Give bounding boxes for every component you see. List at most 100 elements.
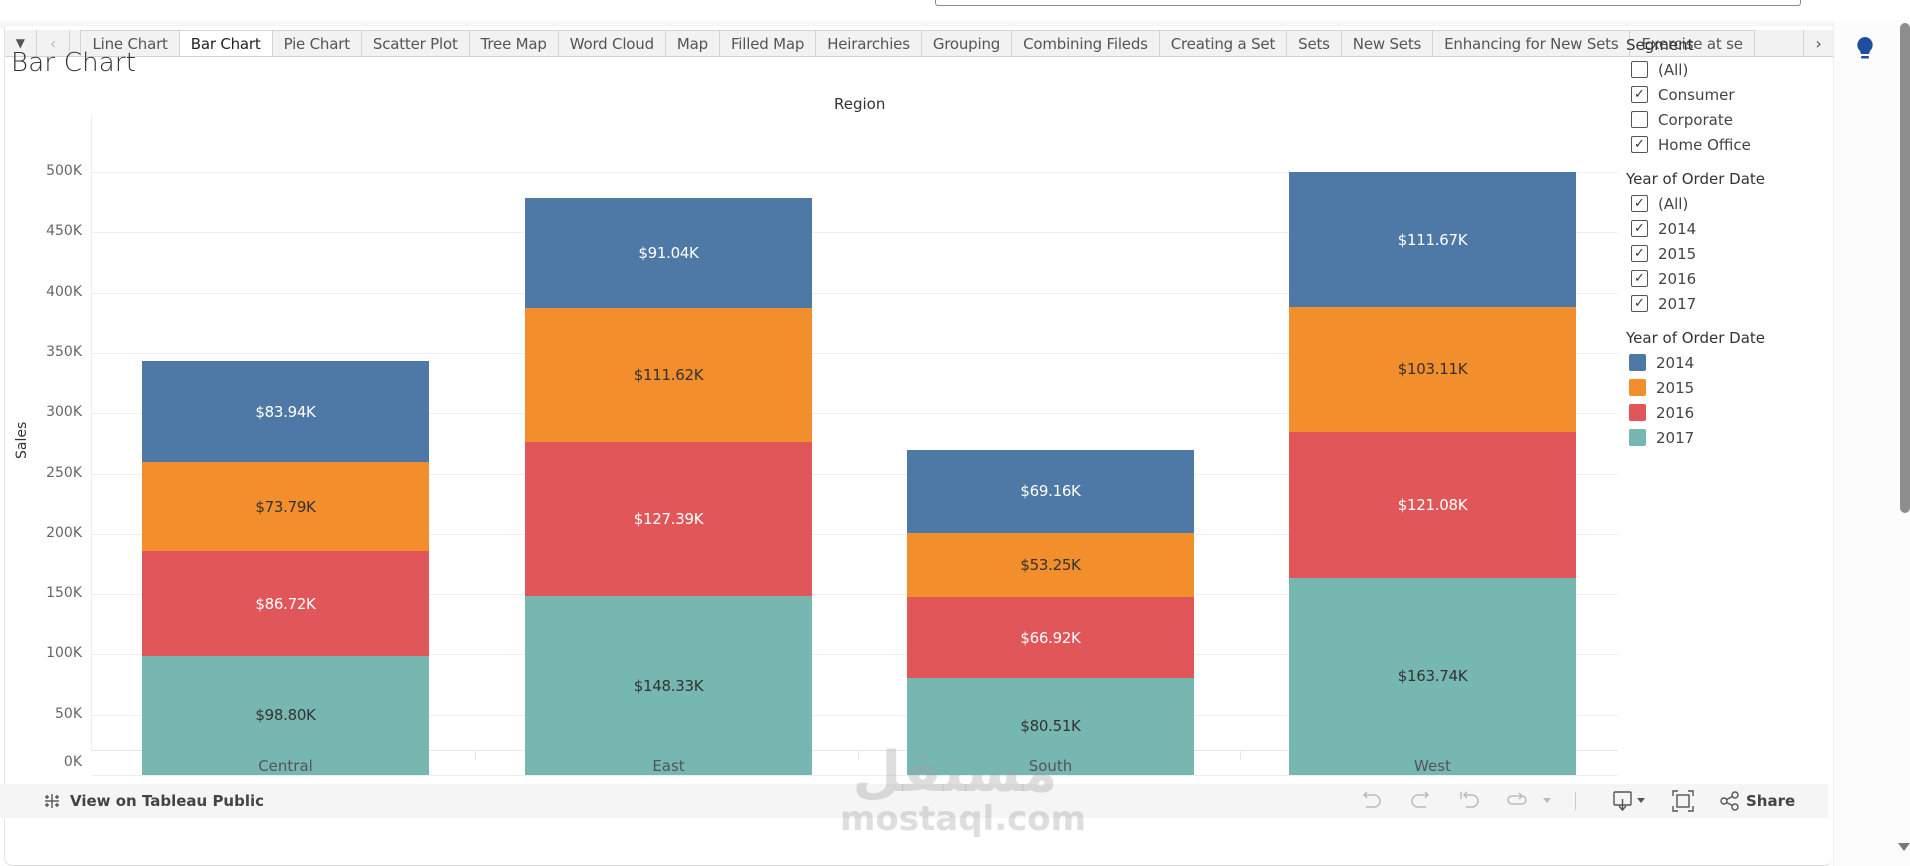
tab-creating-a-set[interactable]: Creating a Set xyxy=(1159,30,1288,56)
segment-filter-option[interactable]: ✓ Consumer xyxy=(1626,82,1826,107)
tab-scroll-prev-button[interactable]: ‹ xyxy=(37,30,71,56)
checkbox-checked-icon[interactable]: ✓ xyxy=(1631,295,1648,312)
checkbox-unchecked-icon[interactable] xyxy=(1631,111,1648,128)
tab-pie-chart[interactable]: Pie Chart xyxy=(272,30,362,56)
bar-segment-2015[interactable]: $53.25K xyxy=(907,532,1194,598)
tab-bar-chart[interactable]: Bar Chart xyxy=(179,30,273,56)
tab-scroll-next-button[interactable]: › xyxy=(1803,30,1833,56)
bar-segment-2015[interactable]: $103.11K xyxy=(1289,307,1576,432)
tab-tree-map[interactable]: Tree Map xyxy=(469,30,559,56)
year-filter-option[interactable]: ✓ 2015 xyxy=(1626,241,1826,266)
segment-filter: Segment (All) ✓ Consumer Corporate ✓ Home Off… xyxy=(1626,36,1826,157)
bar-segment-value-label: $163.74K xyxy=(1397,667,1468,686)
share-label: Share xyxy=(1746,792,1796,810)
top-search-input[interactable] xyxy=(935,0,1801,6)
year-filter-option-label: 2014 xyxy=(1658,219,1697,238)
legend-item[interactable]: 2014 xyxy=(1626,350,1826,375)
year-filter-option[interactable]: ✓ 2016 xyxy=(1626,266,1826,291)
redo-button[interactable] xyxy=(1410,789,1432,813)
bar-segment-2014[interactable]: $91.04K xyxy=(525,198,812,308)
segment-filter-option[interactable]: (All) xyxy=(1626,57,1826,82)
refresh-button[interactable] xyxy=(1505,789,1529,813)
share-button[interactable]: Share xyxy=(1720,789,1795,813)
y-tick-label: 350K xyxy=(46,343,82,360)
tab-word-cloud[interactable]: Word Cloud xyxy=(558,30,666,56)
checkbox-checked-icon[interactable]: ✓ xyxy=(1631,220,1648,237)
bar-segment-2017[interactable]: $163.74K xyxy=(1289,577,1576,775)
tab-grouping[interactable]: Grouping xyxy=(921,30,1013,56)
toolbar-separator xyxy=(1575,792,1576,810)
segment-filter-option-label: Home Office xyxy=(1658,135,1751,154)
year-filter-option[interactable]: ✓ (All) xyxy=(1626,191,1826,216)
bar-segment-value-label: $111.62K xyxy=(633,366,704,385)
tab-heirarchies[interactable]: Heirarchies xyxy=(816,30,922,56)
gridline xyxy=(92,654,1618,656)
bar-segment-2015[interactable]: $111.62K xyxy=(525,307,812,443)
legend-item[interactable]: 2015 xyxy=(1626,375,1826,400)
bar-segment-2014[interactable]: $111.67K xyxy=(1289,172,1576,308)
segment-filter-option[interactable]: Corporate xyxy=(1626,107,1826,132)
caret-down-icon: ▼ xyxy=(15,36,25,50)
filter-legend-panel: Segment (All) ✓ Consumer Corporate ✓ Home Off… xyxy=(1626,36,1826,463)
tab-map[interactable]: Map xyxy=(665,30,720,56)
x-tick-label-central: Central xyxy=(258,757,313,775)
tab-menu-dropdown[interactable]: ▼ xyxy=(5,30,37,56)
tab-combining-fileds[interactable]: Combining Fileds xyxy=(1012,30,1160,56)
bar-segment-2017[interactable]: $80.51K xyxy=(907,677,1194,775)
y-tick-label: 300K xyxy=(46,404,82,421)
year-filter-option[interactable]: ✓ 2014 xyxy=(1626,216,1826,241)
year-filter-option-label: 2017 xyxy=(1658,294,1697,313)
bar-segment-value-label: $86.72K xyxy=(255,594,316,613)
y-tick-label: 250K xyxy=(46,464,82,481)
checkbox-unchecked-icon[interactable] xyxy=(1631,61,1648,78)
insights-button[interactable] xyxy=(1855,36,1875,67)
sheet-tab-bar: ▼ ‹ Line Chart Bar Chart Pie Chart Scatter … xyxy=(5,30,1833,57)
revert-icon xyxy=(1460,791,1479,808)
gridline xyxy=(92,533,1618,535)
view-on-tableau-public-label: View on Tableau Public xyxy=(70,792,265,810)
tab-line-chart[interactable]: Line Chart xyxy=(80,30,180,56)
bar-segment-2017[interactable]: $148.33K xyxy=(525,596,812,775)
bar-segment-2016[interactable]: $127.39K xyxy=(525,442,812,597)
y-tick-label: 400K xyxy=(46,283,82,300)
tab-sets[interactable]: Sets xyxy=(1287,30,1342,56)
bar-segment-2016[interactable]: $86.72K xyxy=(142,551,429,656)
checkbox-checked-icon[interactable]: ✓ xyxy=(1631,86,1648,103)
bar-segment-2016[interactable]: $66.92K xyxy=(907,597,1194,678)
legend-item[interactable]: 2016 xyxy=(1626,400,1826,425)
bar-segment-2014[interactable]: $83.94K xyxy=(142,361,429,463)
checkbox-checked-icon[interactable]: ✓ xyxy=(1631,270,1648,287)
gridline xyxy=(92,413,1618,415)
tab-filled-map[interactable]: Filled Map xyxy=(719,30,817,56)
view-on-tableau-public-link[interactable]: View on Tableau Public xyxy=(42,791,264,811)
bar-segment-2016[interactable]: $121.08K xyxy=(1289,431,1576,578)
bar-segment-2014[interactable]: $69.16K xyxy=(907,449,1194,533)
revert-button[interactable] xyxy=(1458,789,1480,813)
tab-exercise-at-se[interactable]: Exercise at se xyxy=(1630,30,1755,56)
year-filter-option[interactable]: ✓ 2017 xyxy=(1626,291,1826,316)
x-axis-divider xyxy=(858,750,859,760)
tab-new-sets[interactable]: New Sets xyxy=(1341,30,1434,56)
vertical-scrollbar-thumb[interactable] xyxy=(1900,23,1910,513)
checkbox-checked-icon[interactable]: ✓ xyxy=(1631,195,1648,212)
checkbox-checked-icon[interactable]: ✓ xyxy=(1631,245,1648,262)
redo-icon xyxy=(1411,791,1430,808)
color-legend-title: Year of Order Date xyxy=(1626,329,1765,347)
legend-item[interactable]: 2017 xyxy=(1626,425,1826,450)
segment-filter-option[interactable]: ✓ Home Office xyxy=(1626,132,1826,157)
download-button[interactable] xyxy=(1612,789,1648,813)
refresh-options-dropdown[interactable] xyxy=(1542,789,1552,813)
color-legend: Year of Order Date 2014 2015 2016 2017 xyxy=(1626,329,1826,450)
checkbox-checked-icon[interactable]: ✓ xyxy=(1631,136,1648,153)
bar-segment-2017[interactable]: $98.80K xyxy=(142,655,429,775)
year-filter-title: Year of Order Date xyxy=(1626,170,1765,188)
bar-segment-value-label: $111.67K xyxy=(1397,230,1468,249)
scroll-down-arrow[interactable] xyxy=(1898,843,1910,851)
tab-scatter-plot[interactable]: Scatter Plot xyxy=(361,30,470,56)
undo-button[interactable] xyxy=(1360,789,1382,813)
segment-filter-option-label: Corporate xyxy=(1658,110,1733,129)
tab-enhancing-for-new-sets[interactable]: Enhancing for New Sets xyxy=(1433,30,1631,56)
fullscreen-button[interactable] xyxy=(1672,789,1694,813)
bar-segment-2015[interactable]: $73.79K xyxy=(142,462,429,552)
legend-swatch-icon xyxy=(1629,429,1646,446)
